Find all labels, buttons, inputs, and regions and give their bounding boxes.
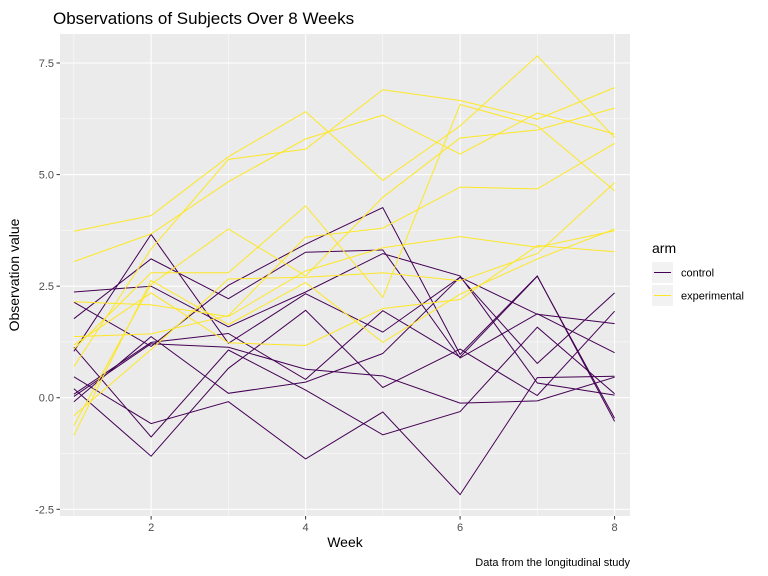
series-line-control (73, 253, 615, 396)
x-tick-label: 6 (457, 522, 463, 534)
y-tick-label: 0.0 (39, 393, 54, 405)
grid (60, 34, 630, 516)
series-line-experimental (73, 142, 615, 338)
x-tick-label: 2 (148, 522, 154, 534)
y-tick-label: 7.5 (39, 58, 54, 70)
x-axis: 2 4 6 8 (148, 516, 618, 534)
series-line-experimental (73, 107, 615, 426)
legend: arm control experimental (652, 240, 744, 306)
series-line-control (73, 375, 615, 496)
x-tick-label: 4 (303, 522, 309, 534)
series-layer (73, 55, 616, 496)
y-tick-label: 5.0 (39, 170, 54, 182)
series-line-control (73, 206, 616, 422)
series-line-experimental (73, 87, 615, 367)
legend-label-experimental: experimental (681, 291, 744, 303)
series-line-control (73, 326, 615, 438)
series-line-experimental (73, 244, 615, 347)
series-line-experimental (73, 230, 615, 318)
y-axis: -2.5 0.0 2.5 5.0 7.5 (35, 58, 60, 516)
series-line-control (73, 309, 615, 457)
x-tick-label: 8 (611, 522, 617, 534)
series-line-experimental (73, 228, 615, 436)
y-tick-label: 2.5 (39, 281, 54, 293)
series-line-experimental (73, 182, 615, 416)
series-line-control (73, 343, 615, 404)
legend-label-control: control (681, 268, 714, 280)
y-axis-title: Observation value (6, 218, 22, 331)
legend-title: arm (652, 240, 676, 256)
series-line-control (73, 275, 616, 419)
series-line-experimental (73, 103, 615, 350)
series-line-experimental (73, 112, 615, 263)
series-line-control (73, 276, 615, 403)
x-axis-title: Week (327, 534, 364, 550)
caption: Data from the longitudinal study (475, 557, 630, 569)
series-line-experimental (73, 55, 615, 232)
chart-title: Observations of Subjects Over 8 Weeks (53, 9, 354, 28)
y-tick-label: -2.5 (35, 504, 54, 516)
